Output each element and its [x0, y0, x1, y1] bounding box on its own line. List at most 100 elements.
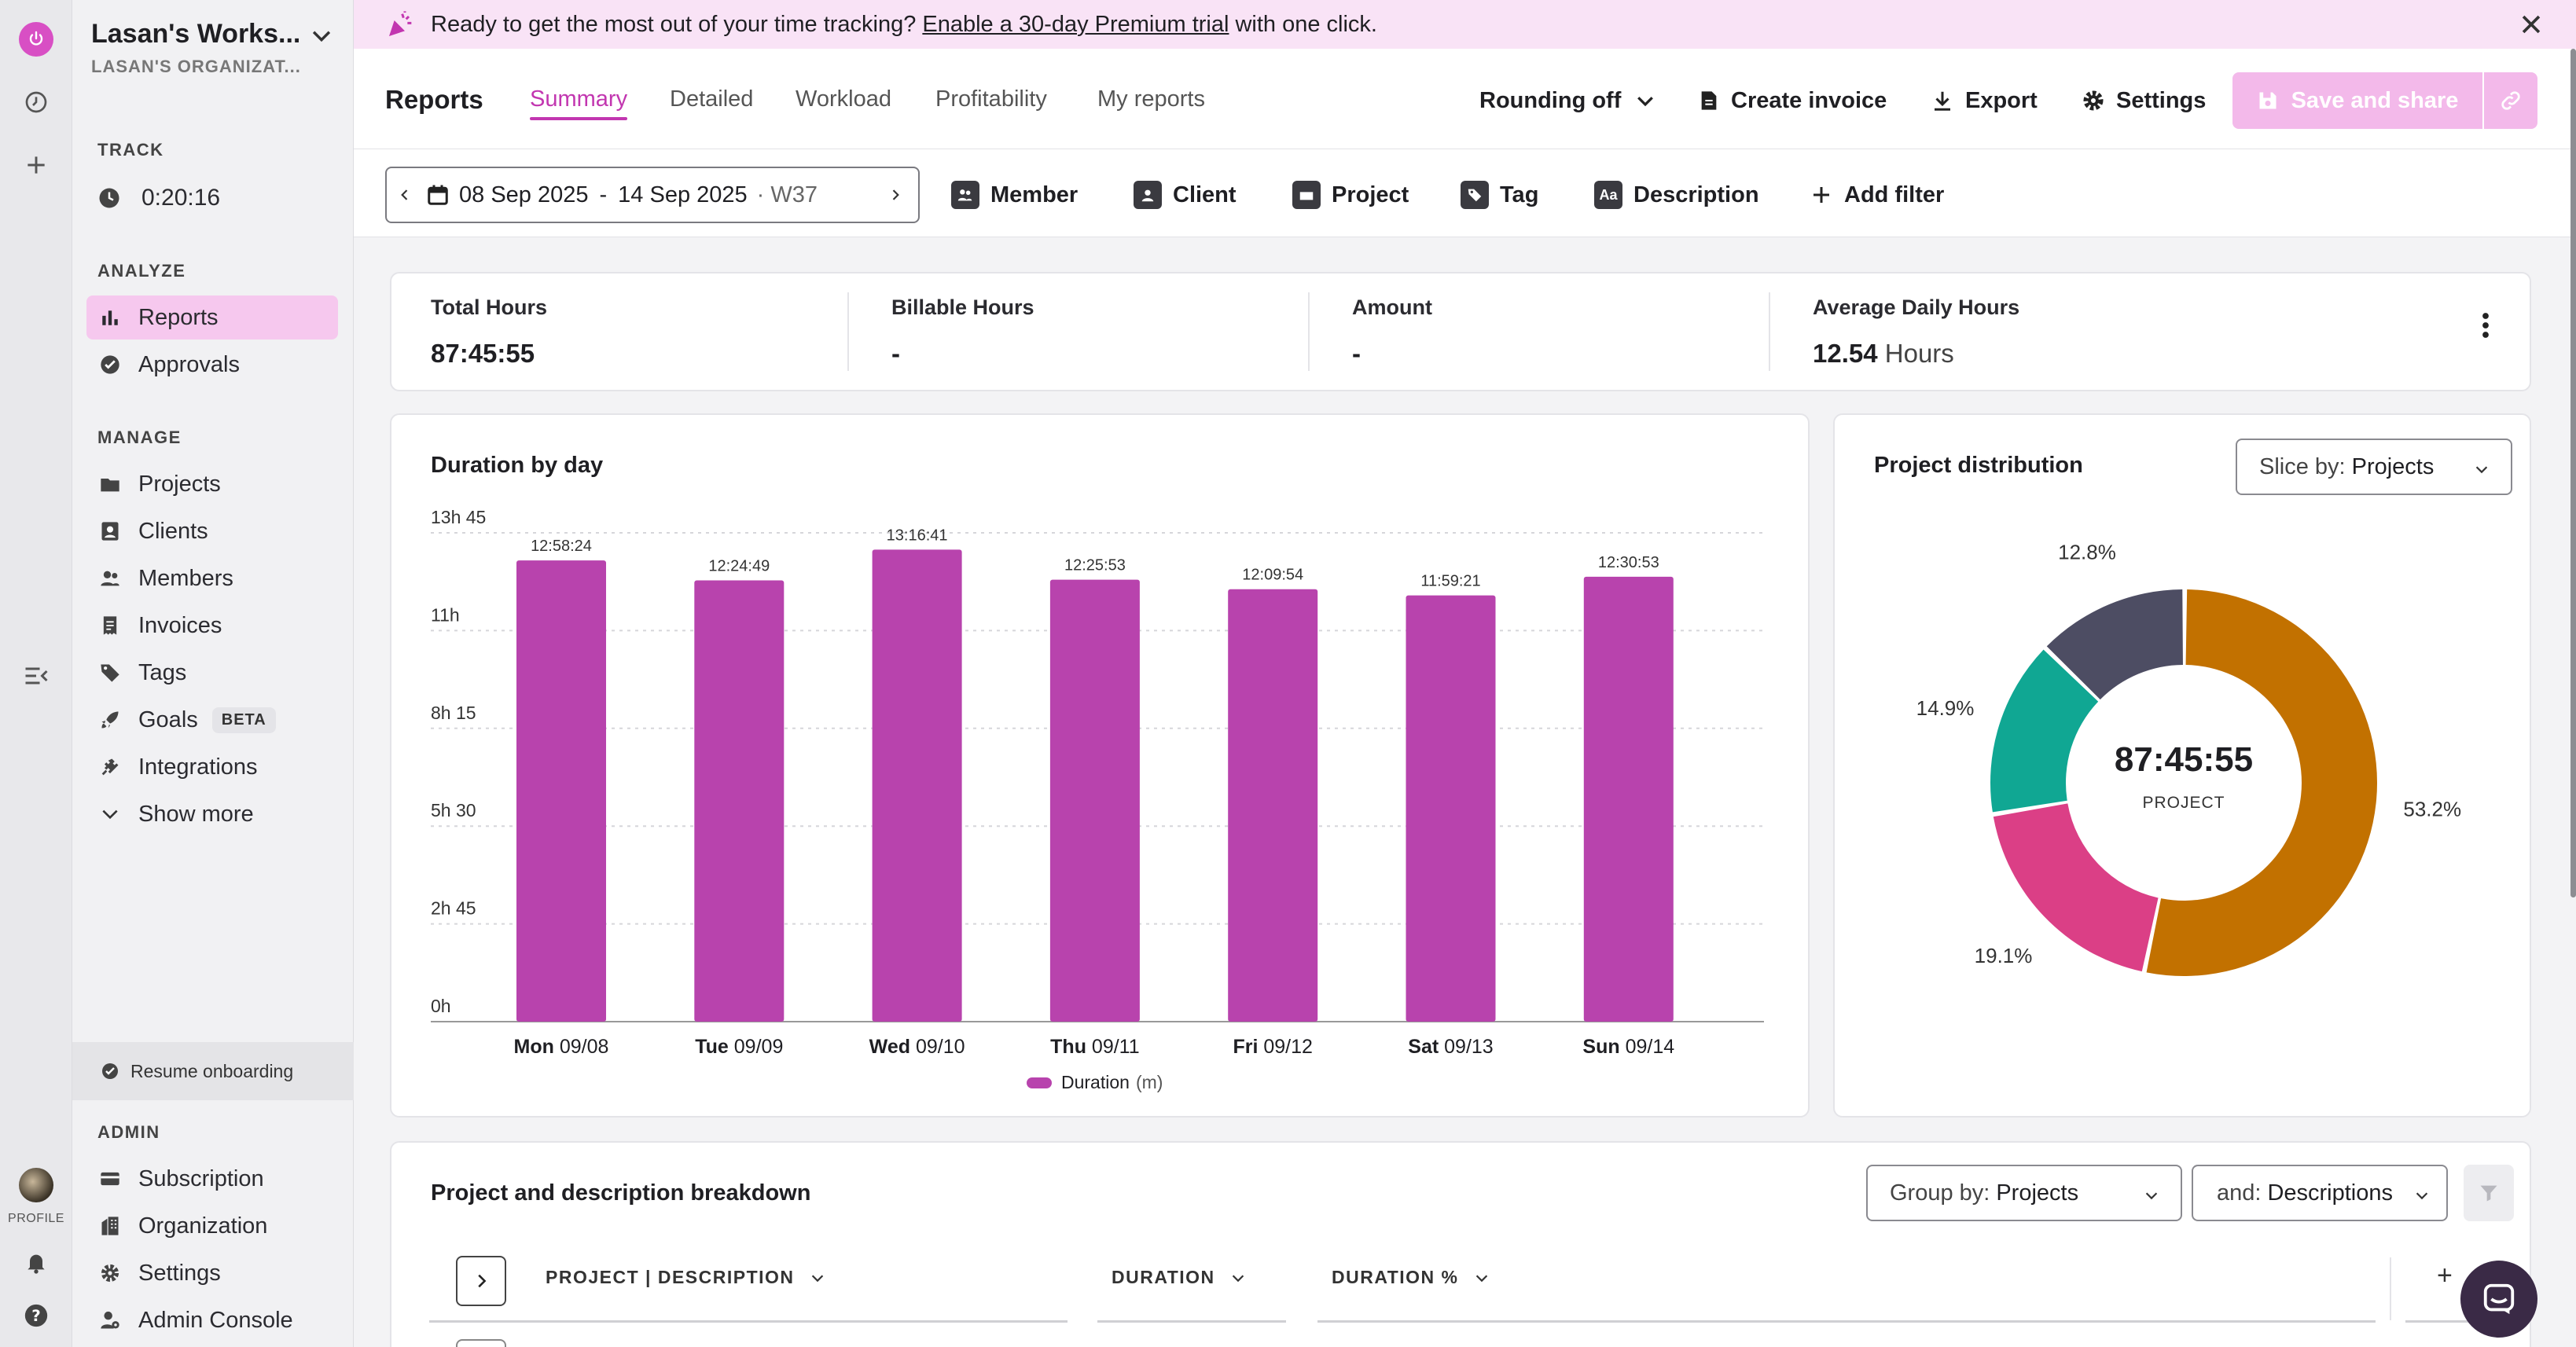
profile-avatar[interactable]: [19, 1168, 53, 1202]
chevron-down-icon[interactable]: [308, 22, 335, 49]
column-header-project-description[interactable]: PROJECT | DESCRIPTION: [546, 1267, 826, 1288]
column-header-duration[interactable]: DURATION: [1112, 1267, 1247, 1288]
filter-tag[interactable]: Tag: [1461, 174, 1538, 215]
sidebar-item-subscription[interactable]: Subscription: [86, 1157, 338, 1201]
sidebar-item-label: Show more: [138, 801, 254, 827]
sidebar-item-settings[interactable]: Settings: [86, 1251, 338, 1295]
chat-support-button[interactable]: [2460, 1261, 2537, 1338]
column-header-duration-percent[interactable]: DURATION %: [1332, 1267, 1490, 1288]
stat-value: 12.54 Hours: [1813, 339, 2019, 369]
sidebar-item-admin-console[interactable]: Admin Console: [86, 1298, 338, 1342]
next-week-button[interactable]: [877, 187, 913, 203]
tab-profitability[interactable]: Profitability: [935, 86, 1047, 112]
stat-unit: Hours: [1884, 339, 1954, 368]
stat-label: Billable Hours: [891, 295, 1034, 319]
sidebar-item-reports[interactable]: Reports: [86, 295, 338, 340]
column-underline: [2405, 1320, 2468, 1323]
add-filter-button[interactable]: Add filter: [1810, 174, 1944, 215]
x-tick-label: Sun 09/14: [1582, 1036, 1674, 1058]
donut-slice[interactable]: [1990, 649, 2099, 813]
chevron-down-icon: [1475, 1274, 1487, 1282]
premium-trial-link[interactable]: Enable a 30-day Premium trial: [922, 11, 1229, 37]
settings-button[interactable]: Settings: [2082, 80, 2206, 121]
chevron-down-icon: [97, 802, 123, 827]
donut-slice[interactable]: [2046, 589, 2183, 700]
sidebar-item-approvals[interactable]: Approvals: [86, 343, 338, 387]
bar[interactable]: [1049, 579, 1140, 1022]
sidebar-item-label: Approvals: [138, 351, 240, 377]
date-range-picker[interactable]: 08 Sep 2025 - 14 Sep 2025 · W37: [385, 167, 920, 223]
tab-detailed[interactable]: Detailed: [670, 86, 754, 112]
and-descriptions-select[interactable]: and: Descriptions: [2192, 1165, 2448, 1221]
stat-divider: [1769, 292, 1770, 371]
sidebar-item-goals[interactable]: Goals BETA: [86, 698, 338, 742]
group-by-select[interactable]: Group by: Projects: [1866, 1165, 2182, 1221]
tab-workload[interactable]: Workload: [796, 86, 891, 112]
row-expand-button[interactable]: [456, 1339, 506, 1347]
expand-all-button[interactable]: [456, 1256, 506, 1306]
help-icon[interactable]: ?: [19, 1298, 53, 1333]
bar-data-label: 12:25:53: [1064, 557, 1126, 574]
sidebar-item-organization[interactable]: Organization: [86, 1204, 338, 1248]
donut-center-label: PROJECT: [2142, 794, 2225, 812]
bar[interactable]: [1406, 595, 1496, 1022]
previous-week-button[interactable]: [387, 187, 423, 203]
collapse-menu-icon[interactable]: [19, 659, 53, 693]
slice-percent-label: 14.9%: [1916, 696, 1975, 720]
power-icon[interactable]: [19, 22, 53, 57]
save-and-share-button[interactable]: Save and share: [2232, 72, 2482, 129]
sidebar-item-integrations[interactable]: Integrations: [86, 745, 338, 789]
clock-icon[interactable]: [19, 85, 53, 119]
sidebar-item-show-more[interactable]: Show more: [86, 792, 338, 836]
bar[interactable]: [1583, 576, 1674, 1022]
more-options-icon[interactable]: [2479, 311, 2492, 340]
contact-card-icon: [97, 519, 123, 544]
slice-by-select[interactable]: Slice by: Projects: [2236, 439, 2512, 495]
filter-member[interactable]: Member: [951, 174, 1078, 215]
add-column-button[interactable]: +: [2437, 1261, 2453, 1290]
export-button[interactable]: Export: [1931, 80, 2038, 121]
bell-icon[interactable]: [19, 1245, 53, 1279]
bar[interactable]: [694, 580, 785, 1022]
filter-project[interactable]: Project: [1292, 174, 1409, 215]
x-tick-label: Tue 09/09: [695, 1036, 783, 1058]
copy-link-button[interactable]: [2484, 72, 2537, 129]
x-tick-label: Fri 09/12: [1233, 1036, 1312, 1058]
plus-icon[interactable]: [19, 148, 53, 182]
resume-onboarding-button[interactable]: Resume onboarding: [72, 1042, 354, 1100]
bar[interactable]: [1228, 589, 1318, 1022]
chat-icon: [2483, 1283, 2515, 1315]
slice-percent-label: 19.1%: [1975, 944, 2033, 967]
sidebar-item-label: Organization: [138, 1213, 268, 1239]
filter-toggle-button[interactable]: [2464, 1165, 2514, 1221]
bar[interactable]: [516, 560, 606, 1022]
rounding-label: Rounding off: [1479, 87, 1622, 113]
create-invoice-button[interactable]: Create invoice: [1698, 80, 1887, 121]
sidebar-item-tags[interactable]: Tags: [86, 651, 338, 695]
invoice-icon: [97, 613, 123, 638]
tab-summary[interactable]: Summary: [530, 86, 628, 120]
and-value: Descriptions: [2267, 1180, 2394, 1206]
sidebar-item-projects[interactable]: Projects: [86, 462, 338, 506]
x-tick-label: Sat 09/13: [1408, 1036, 1493, 1058]
filter-client[interactable]: Client: [1134, 174, 1237, 215]
bar-data-label: 12:58:24: [531, 538, 592, 555]
filter-description[interactable]: Aa Description: [1594, 174, 1759, 215]
sidebar-item-invoices[interactable]: Invoices: [86, 604, 338, 648]
sidebar-item-clients[interactable]: Clients: [86, 509, 338, 553]
workspace-name[interactable]: Lasan's Works...: [91, 19, 301, 49]
sidebar-item-label: Settings: [138, 1260, 221, 1286]
filter-funnel-icon: [2480, 1185, 2497, 1202]
close-icon[interactable]: [2518, 11, 2545, 38]
tab-my-reports[interactable]: My reports: [1097, 86, 1205, 112]
sidebar-item-members[interactable]: Members: [86, 556, 338, 600]
bar[interactable]: [872, 549, 962, 1022]
party-popper-icon: [389, 11, 412, 36]
rounding-dropdown[interactable]: Rounding off: [1479, 80, 1657, 121]
page-scrollbar[interactable]: [2570, 49, 2576, 897]
donut-slice[interactable]: [1993, 803, 2159, 972]
chart-legend[interactable]: Duration (m): [1027, 1072, 1163, 1093]
users-icon: [951, 181, 979, 209]
donut-slice[interactable]: [2146, 589, 2378, 976]
svg-text:?: ?: [31, 1307, 41, 1325]
